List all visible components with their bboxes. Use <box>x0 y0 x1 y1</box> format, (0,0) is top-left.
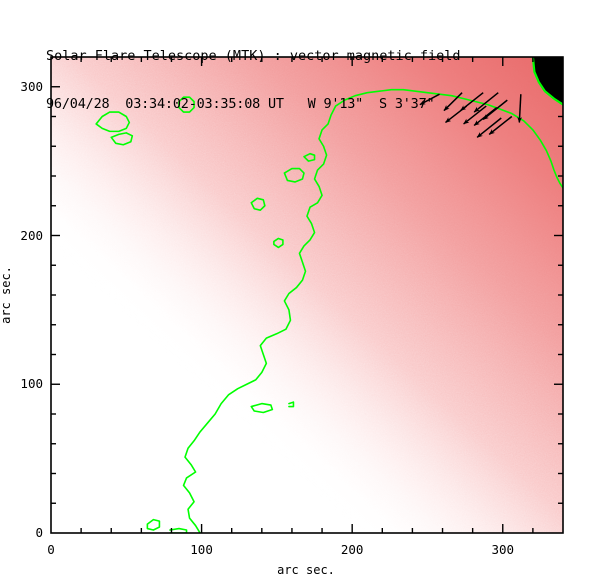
x-tick-label-300: 300 <box>491 542 515 557</box>
field-vector-1 <box>443 92 463 112</box>
contour-blob-mid-c <box>273 237 284 249</box>
axis-frame <box>50 56 564 534</box>
title-line-instrument: Solar Flare Telescope (MTK) : vector mag… <box>46 48 461 64</box>
field-vector-8 <box>476 117 502 138</box>
figure-title: Solar Flare Telescope (MTK) : vector mag… <box>46 16 461 144</box>
contour-blob-mid-a <box>283 167 305 183</box>
x-tick-label-0: 0 <box>47 542 55 557</box>
field-vector-0 <box>419 93 440 106</box>
field-vector-5 <box>473 92 499 113</box>
sunspot-umbra <box>531 57 563 106</box>
contour-left-blob-lower <box>110 132 134 146</box>
axis-ticks <box>51 57 563 533</box>
contour-left-blob-upper <box>95 111 131 133</box>
x-axis-title: arc sec. <box>277 563 335 577</box>
x-tick-label-100: 100 <box>190 542 213 557</box>
y-tick-label-0: 0 <box>35 525 43 540</box>
contour-main-neutral-line <box>182 88 563 533</box>
y-tick-label-100: 100 <box>20 376 43 392</box>
contour-blob-low-a <box>250 402 274 414</box>
field-vector-9 <box>488 115 513 135</box>
contour-small-circle <box>178 96 195 113</box>
contour-blob-mid-d <box>303 152 316 162</box>
contour-blob-low-dot <box>288 401 295 408</box>
y-tick-label-200: 200 <box>20 227 43 243</box>
field-vector-4 <box>463 105 487 125</box>
field-vector-3 <box>460 92 484 112</box>
field-vector-7 <box>482 99 508 121</box>
contour-blob-mid-b <box>250 197 266 212</box>
umbra-edge-contour <box>531 57 563 106</box>
field-vector-10 <box>517 94 523 124</box>
plot-interior <box>51 57 563 533</box>
y-axis-title: arc sec. <box>0 266 13 324</box>
contour-blob-bottom-b <box>169 527 188 533</box>
neutral-line-contour-group <box>95 88 563 533</box>
umbra-polygon <box>532 57 563 105</box>
transverse-field-vector-group <box>419 92 523 138</box>
contour-blob-bottom-a <box>146 518 161 531</box>
title-line-timestamp: 96/04/28 03:34:02-03:35:08 UT W 9'13" S … <box>46 96 435 112</box>
x-tick-label-200: 200 <box>340 542 364 557</box>
y-tick-label-300: 300 <box>20 78 43 94</box>
